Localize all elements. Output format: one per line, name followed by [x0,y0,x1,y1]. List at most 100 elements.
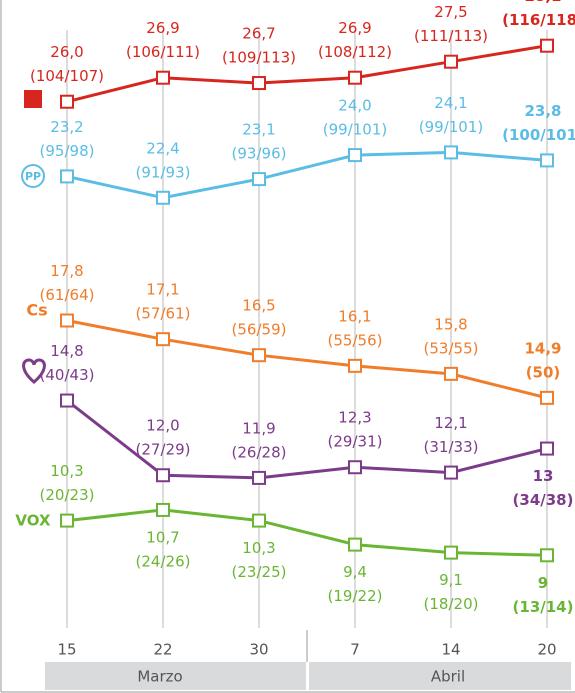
value-label: 10,3 [242,539,275,557]
point-marker [540,441,554,456]
value-label: 24,1 [434,94,467,112]
point-marker [60,94,74,109]
seat-label: (111/113) [414,27,488,45]
value-label: 26,0 [50,43,83,61]
seat-label: (19/22) [328,587,383,605]
seat-label: (104/107) [30,67,104,85]
seat-label: (57/61) [136,305,191,323]
x-tick-label: 7 [350,641,360,659]
point-marker [60,313,74,328]
point-marker [60,393,74,408]
series-line [66,44,548,104]
seat-label: (99/101) [323,121,387,139]
seat-label: (20/23) [40,486,95,504]
series-line [66,508,548,557]
seat-label: (99/101) [419,118,483,136]
point-marker [444,145,458,160]
logo-text: Cs [26,301,47,320]
seat-label: (91/93) [136,163,191,181]
value-label: 12,0 [146,417,179,435]
logo-text: VOX [15,512,51,530]
value-label: 23,1 [242,121,275,139]
value-label: 23,2 [50,118,83,136]
point-marker [348,460,362,475]
logo-text: PP [25,170,41,183]
seat-label: (26/28) [232,443,287,461]
seat-label: (23/25) [232,563,287,581]
value-label: 17,1 [146,281,179,299]
seat-label: (18/20) [424,595,479,613]
point-marker [156,468,170,483]
month-label: Abril [431,668,465,686]
value-label: 10,7 [146,528,179,546]
value-label: 23,8 [524,102,561,120]
point-marker [252,76,266,91]
seat-label: (61/64) [40,286,95,304]
series-line [66,319,548,400]
seat-label: (29/31) [328,433,383,451]
value-label: 17,8 [50,262,83,280]
value-label: 16,1 [338,307,371,325]
value-label: 11,9 [242,419,275,437]
value-label: 10,3 [50,462,83,480]
point-marker [348,537,362,552]
point-marker [444,545,458,560]
logo-icon [24,90,42,108]
point-marker [156,502,170,517]
value-label: 28,1 [524,0,561,5]
value-label: 24,0 [338,97,371,115]
point-marker [444,54,458,69]
point-marker [252,172,266,187]
seat-label: (27/29) [136,441,191,459]
point-marker [444,366,458,381]
series-line [66,399,548,480]
value-label: 27,5 [434,3,467,21]
x-tick-label: 14 [441,641,460,659]
point-marker [444,465,458,480]
value-label: 12,3 [338,409,371,427]
seat-label: (55/56) [328,331,383,349]
seat-label: (109/113) [222,49,296,67]
seat-label: (24/26) [136,552,191,570]
x-tick-label: 30 [249,641,268,659]
point-marker [156,190,170,205]
point-marker [540,38,554,53]
value-label: 15,8 [434,315,467,333]
seat-label: (95/98) [40,142,95,160]
value-label: 9,4 [343,563,367,581]
value-label: 22,4 [146,139,179,157]
value-label: 9,1 [439,571,463,589]
point-marker [252,470,266,485]
month-band [45,662,306,690]
point-marker [348,70,362,85]
value-label: 26,9 [338,19,371,37]
value-label: 9 [538,574,548,592]
seat-label: (34/38) [513,491,574,509]
seat-label: (31/33) [424,438,479,456]
x-tick-label: 15 [57,641,76,659]
month-label: Marzo [137,668,182,686]
point-marker [540,390,554,405]
point-marker [156,70,170,85]
value-label: 12,1 [434,414,467,432]
seat-label: (53/55) [424,339,479,357]
point-marker [252,513,266,528]
point-marker [348,358,362,373]
seat-label: (116/118) [502,11,575,29]
seat-label: (93/96) [232,145,287,163]
x-tick-label: 22 [153,641,172,659]
point-marker [540,153,554,168]
value-label: 16,5 [242,297,275,315]
value-label: 26,7 [242,25,275,43]
month-band [309,662,571,690]
seat-label: (108/112) [318,43,392,61]
seat-label: (13/14) [513,598,574,616]
point-marker [348,148,362,163]
series-line [66,150,548,200]
value-label: 26,9 [146,19,179,37]
value-label: 13 [533,467,554,485]
logo-icon [21,164,45,188]
x-tick-label: 20 [537,641,556,659]
value-label: 14,8 [50,342,83,360]
